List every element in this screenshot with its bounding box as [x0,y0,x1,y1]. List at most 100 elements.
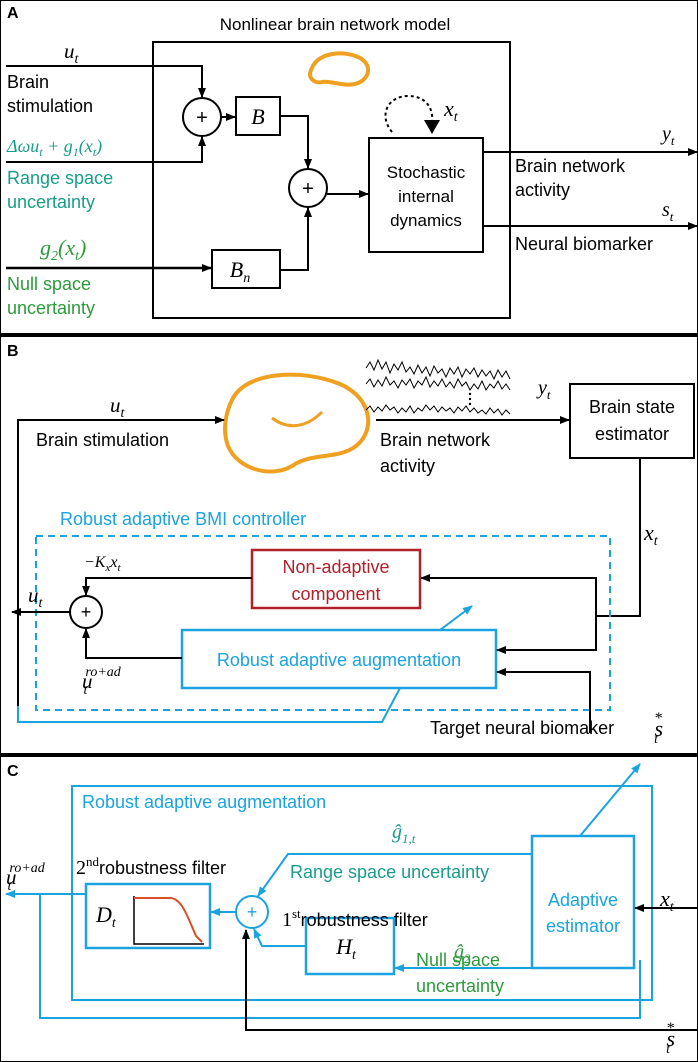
filter-axes [133,896,204,945]
signal-trace-1 [365,358,511,381]
estimator-out-arrow [579,763,641,837]
range-label-2: uncertainty [7,192,95,212]
self-loop-arrowhead [424,120,440,134]
trace-dot-2 [468,397,472,401]
estimator-label-2: estimator [595,424,669,444]
b-activity-label-2: activity [380,456,435,476]
panel-a: A Nonlinear brain network model ut Brain… [0,0,698,335]
kx-label: −Kxxt [84,554,121,574]
sum-node-2 [288,168,328,208]
panel-c-letter: C [7,763,19,780]
first-filter-label: 1strobustness filter [282,906,428,931]
range-label-1: Range space [7,168,113,188]
g2-expression: g2(xt) [40,235,86,264]
sum-node-1-plus: + [196,107,208,129]
c-title: Robust adaptive augmentation [82,792,326,812]
non-adaptive-label-2: component [291,584,380,604]
second-filter-label: 2ndrobustness filter [76,854,226,879]
c-sum-node-plus: + [247,902,258,922]
brain-stim-label-1: Brain [7,72,49,92]
c-null-label-1: Null space [416,950,500,970]
range-arrow [6,136,206,163]
panel-c-frame [0,755,698,1062]
range-expression: Δωut + g1(xt) [6,136,102,159]
null-label-2: uncertainty [7,298,95,318]
dt-box [84,882,212,950]
adaptive-label-1: Adaptive [548,890,618,910]
panel-b-letter: B [7,343,19,360]
panel-a-letter: A [7,5,19,22]
dynamics-label-3: dynamics [390,211,462,230]
dynamics-label-2: internal [398,187,454,206]
nonadaptive-to-sum-arrow [82,577,252,596]
aug-to-sum-arrow [82,628,182,659]
ht-to-sum-arrow [253,928,306,947]
adaptive-label-2: estimator [546,916,620,936]
st-label: st [662,199,674,224]
non-adaptive-label-1: Non-adaptive [282,557,389,577]
brain-icon-large [223,372,371,474]
brain-model-title: Nonlinear brain network model [220,15,451,34]
signal-trace-2 [365,375,511,392]
brain-stim-label-2: stimulation [7,96,93,116]
aug-to-c-arrow [439,605,473,631]
c-xt-label: xt [659,886,675,915]
dynamics-label-1: Stochastic [387,163,466,182]
b-u-ro-label: utro+ad [82,665,122,698]
target-label: Target neural biomaker [430,718,614,738]
bn-to-sum2-arrow [280,207,312,271]
c-st-label: st* [666,1020,675,1057]
aug-blue-loop [17,687,401,723]
dt-label: Dt [95,902,117,931]
trace-dot-3 [468,402,472,406]
filter-response-curve [134,897,203,943]
brain-state-estimator-box [569,383,695,459]
xt-to-aug-arrow [496,616,597,654]
augmentation-box [180,628,498,690]
b-label: B [251,104,264,129]
g2-hat-label: ĝ2 [454,941,471,966]
panel-b: B yt ut Brain stimulation Brain network … [0,335,698,755]
ht-label: Ht [335,934,357,963]
dynamics-box [368,137,484,253]
c-st-feed-arrow [242,929,697,1031]
b-brain-stim-label: Brain stimulation [36,430,169,450]
b-st-label: st* [654,710,663,747]
brain-icon [308,51,370,87]
range-path-arrow [257,853,532,897]
yt-label: yt [660,123,675,148]
panel-c: C Robust adaptive augmentation Adaptive … [0,755,698,1062]
xt-to-nonadaptive-arrow [420,574,597,616]
brain-model-box [152,41,511,319]
c-null-label-2: uncertainty [416,976,504,996]
bn-label: Bn [230,257,250,286]
b-ut-out-label: ut [28,583,44,611]
null-label-1: Null space [7,274,91,294]
controller-title: Robust adaptive BMI controller [60,509,306,529]
g1-hat-label: ĝ1,t [392,821,416,846]
panel-a-frame [0,0,698,335]
b-ut-label: ut [110,393,126,421]
ut-arrow [6,65,206,98]
ut-to-brain-arrow [17,416,225,720]
b-activity-label-1: Brain network [380,430,491,450]
estimator-label-1: Brain state [589,397,675,417]
c-u-ro-label: utro+ad [6,861,46,894]
ut-label: ut [64,39,80,67]
b-yt-label: yt [536,377,551,402]
activity-label-1: Brain network [515,156,626,176]
bmi-controller-box [35,535,611,711]
target-to-aug-arrow [496,668,591,733]
biomarker-label: Neural biomarker [515,234,653,254]
activity-label-2: activity [515,180,570,200]
b-xt-label: xt [643,520,659,549]
augmentation-label: Robust adaptive augmentation [217,650,461,670]
self-loop-dotted [384,94,434,133]
c-range-label: Range space uncertainty [290,862,489,882]
panel-b-frame [0,335,698,755]
brain-fold [271,410,324,428]
b-sum-node-plus: + [81,602,92,622]
ht-box [304,916,396,976]
xt-label: xt [443,96,459,125]
